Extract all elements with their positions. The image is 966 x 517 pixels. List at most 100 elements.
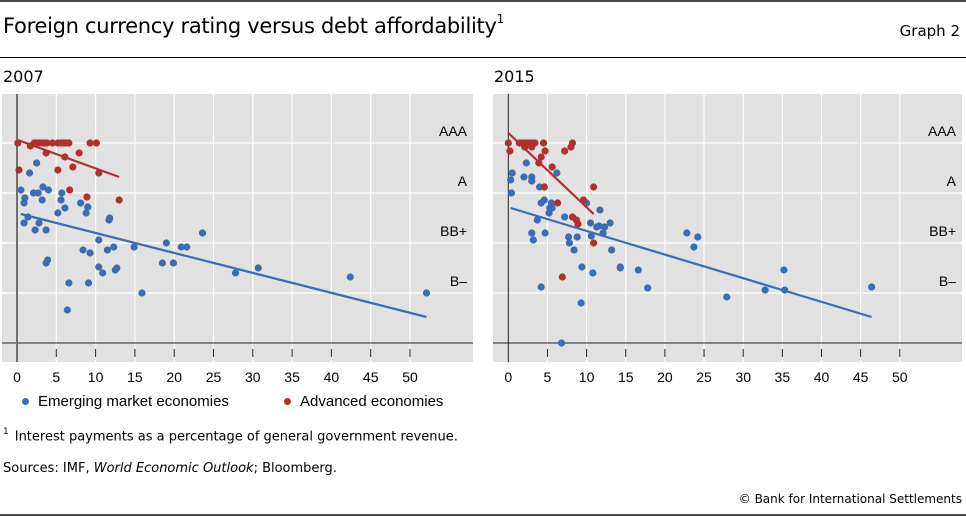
point-emerging-2015 <box>573 233 581 241</box>
x-tick-label-2015: 10 <box>579 369 595 385</box>
point-advanced-2015 <box>554 199 562 207</box>
point-emerging-2007 <box>105 216 113 224</box>
y-tick-label-2007: B– <box>450 273 467 289</box>
point-emerging-2015 <box>606 219 614 227</box>
point-emerging-2015 <box>540 196 548 204</box>
point-emerging-2007 <box>158 259 167 267</box>
copyright: © Bank for International Settlements <box>738 492 962 506</box>
legend-label-emerging: Emerging market economies <box>38 393 229 410</box>
point-emerging-2007 <box>25 169 34 177</box>
point-emerging-2007 <box>254 264 262 272</box>
point-emerging-2015 <box>587 232 595 240</box>
bottom-border <box>0 514 966 516</box>
y-tick-label-2007: BB+ <box>440 223 467 239</box>
y-tick-label-2015: A <box>947 173 957 189</box>
point-emerging-2007 <box>95 263 103 271</box>
point-emerging-2015 <box>596 206 604 214</box>
point-emerging-2015 <box>578 263 586 271</box>
point-emerging-2015 <box>564 233 573 241</box>
point-emerging-2007 <box>103 246 111 254</box>
x-tick-label-2007: 30 <box>245 369 261 385</box>
x-tick-label-2007: 10 <box>88 369 104 385</box>
chart-title: Foreign currency rating versus debt affo… <box>3 12 505 38</box>
legend-item-emerging: Emerging market economies <box>22 393 229 410</box>
point-emerging-2015 <box>868 283 876 291</box>
point-emerging-2015 <box>528 177 536 185</box>
point-emerging-2007 <box>44 186 53 194</box>
point-advanced-2015 <box>539 139 548 147</box>
point-emerging-2007 <box>346 273 354 281</box>
point-advanced-2015 <box>540 183 548 191</box>
legend-marker-advanced <box>284 397 291 405</box>
point-emerging-2015 <box>507 189 516 197</box>
x-tick-label-2015: 0 <box>504 369 512 385</box>
point-emerging-2007 <box>84 203 92 211</box>
trend-line-emerging-2015 <box>510 206 872 319</box>
point-advanced-2015 <box>506 147 514 155</box>
point-emerging-2007 <box>35 219 43 227</box>
x-tick-label-2007: 25 <box>206 369 222 385</box>
x-tick-label-2015: 25 <box>696 369 712 385</box>
point-emerging-2015 <box>683 229 691 237</box>
point-emerging-2007 <box>65 279 73 287</box>
point-emerging-2015 <box>561 213 569 221</box>
point-advanced-2015 <box>548 163 556 171</box>
top-border <box>0 0 966 2</box>
point-emerging-2007 <box>130 243 138 251</box>
point-emerging-2015 <box>541 229 549 237</box>
point-emerging-2007 <box>42 259 50 267</box>
point-emerging-2007 <box>422 289 431 297</box>
point-advanced-2015 <box>568 139 577 147</box>
point-emerging-2007 <box>61 204 69 212</box>
point-advanced-2015 <box>574 220 582 228</box>
x-tick-label-2007: 50 <box>402 369 418 385</box>
point-emerging-2007 <box>34 189 42 197</box>
point-emerging-2015 <box>520 173 528 181</box>
point-advanced-2007 <box>66 186 74 194</box>
sources-suffix: ; Bloomberg. <box>253 461 337 476</box>
point-emerging-2007 <box>169 259 178 267</box>
legend-item-advanced: Advanced economies <box>284 393 443 410</box>
point-advanced-2007 <box>75 149 83 157</box>
point-advanced-2007 <box>86 139 94 147</box>
legend-marker-emerging <box>22 397 29 405</box>
point-emerging-2007 <box>82 209 90 217</box>
point-emerging-2015 <box>537 283 545 291</box>
point-emerging-2015 <box>528 229 536 237</box>
point-emerging-2015 <box>507 176 515 184</box>
point-emerging-2015 <box>586 219 595 227</box>
point-emerging-2015 <box>595 222 603 230</box>
point-emerging-2007 <box>110 243 118 251</box>
trend-line-advanced-2007 <box>17 138 120 179</box>
point-advanced-2007 <box>48 139 56 147</box>
point-emerging-2015 <box>690 243 698 251</box>
y-tick-label-2015: AAA <box>928 123 957 139</box>
point-advanced-2007 <box>43 139 51 147</box>
point-emerging-2007 <box>58 189 66 197</box>
title-footnote-marker: 1 <box>496 12 505 26</box>
point-emerging-2007 <box>183 243 191 251</box>
x-tick-label-2015: 35 <box>775 369 791 385</box>
point-advanced-2015 <box>590 239 598 247</box>
point-advanced-2015 <box>528 143 536 151</box>
point-emerging-2015 <box>533 216 541 224</box>
footnote: 1 Interest payments as a percentage of ge… <box>3 427 458 445</box>
x-tick-label-2015: 20 <box>657 369 673 385</box>
point-emerging-2007 <box>17 186 25 194</box>
point-emerging-2015 <box>570 246 578 254</box>
x-tick-label-2015: 5 <box>544 369 552 385</box>
point-advanced-2015 <box>590 183 598 191</box>
x-tick-label-2015: 50 <box>892 369 908 385</box>
point-advanced-2007 <box>54 166 62 174</box>
sources-prefix: Sources: IMF, <box>3 461 94 476</box>
y-tick-label-2007: AAA <box>439 123 468 139</box>
y-tick-label-2015: B– <box>939 273 956 289</box>
chart-title-text: Foreign currency rating versus debt affo… <box>3 14 497 38</box>
x-tick-label-2007: 15 <box>127 369 143 385</box>
point-emerging-2007 <box>95 236 103 244</box>
sources-publication: World Economic Outlook <box>93 461 254 476</box>
footnote-text: Interest payments as a percentage of gen… <box>14 429 458 445</box>
point-emerging-2015 <box>508 169 516 177</box>
graph-number: Graph 2 <box>899 22 960 40</box>
